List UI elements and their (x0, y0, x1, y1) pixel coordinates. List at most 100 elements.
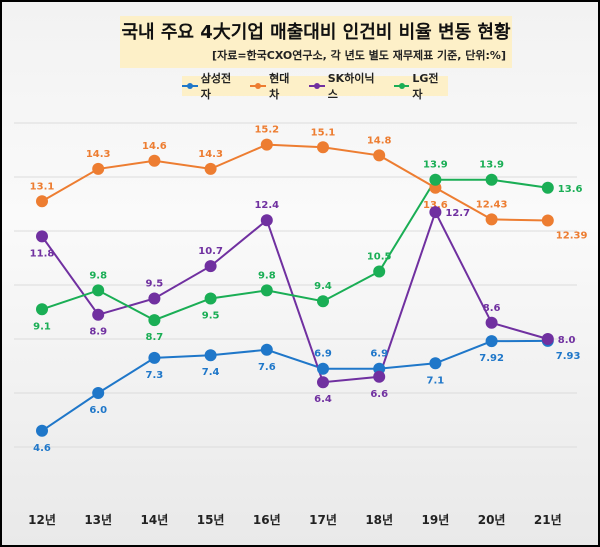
data-point (317, 295, 329, 308)
series-line (41, 143, 548, 222)
data-point (204, 260, 217, 273)
data-label: 9.5 (202, 311, 220, 322)
legend: 삼성전자 현대차 SK하이닉스 LG전자 (182, 72, 448, 101)
data-label: 12.4 (254, 200, 279, 211)
data-label: 15.1 (311, 127, 336, 138)
data-point (260, 138, 273, 151)
series-line (41, 178, 548, 322)
data-label: 6.4 (314, 394, 332, 405)
data-point (92, 284, 105, 297)
data-label: 13.1 (30, 181, 55, 192)
data-point (92, 162, 105, 175)
legend-item: 삼성전자 (182, 70, 240, 102)
x-tick-label: 16년 (253, 513, 281, 527)
data-label: 14.8 (367, 135, 392, 146)
data-label: 8.9 (89, 327, 107, 338)
data-label: 9.4 (314, 281, 332, 292)
data-label: 7.92 (479, 353, 504, 364)
data-label: 11.8 (30, 248, 55, 259)
data-point (317, 362, 329, 375)
data-point (148, 154, 161, 167)
data-label: 13.6 (558, 184, 583, 195)
data-point (92, 308, 105, 321)
data-point (148, 314, 161, 327)
data-point (373, 370, 386, 383)
data-label: 8.7 (146, 332, 164, 343)
legend-item: 현대차 (250, 70, 299, 102)
series-line (41, 209, 549, 384)
legend-marker-icon (393, 83, 410, 89)
data-label: 7.1 (427, 375, 445, 386)
data-point (36, 303, 48, 316)
data-label: 14.3 (86, 149, 111, 160)
data-label: 7.93 (556, 351, 581, 362)
data-label: 9.1 (33, 321, 51, 332)
data-point (485, 213, 498, 226)
data-label: 13.9 (479, 160, 504, 171)
data-label: 13.6 (423, 200, 448, 211)
x-tick-label: 20년 (478, 513, 506, 527)
data-label: 7.6 (258, 362, 276, 373)
data-point (541, 181, 554, 194)
x-tick-label: 14년 (141, 513, 169, 527)
legend-label: 현대차 (269, 72, 290, 101)
data-label: 4.6 (33, 443, 51, 454)
x-tick-label: 18년 (365, 513, 393, 527)
data-label: 8.6 (483, 303, 501, 314)
data-point (204, 349, 217, 362)
data-point (429, 173, 442, 186)
x-tick-label: 19년 (422, 513, 450, 527)
data-point (36, 424, 48, 437)
data-label: 7.4 (202, 367, 220, 378)
data-point (204, 292, 217, 305)
data-label: 6.0 (89, 405, 107, 416)
data-label: 14.3 (198, 149, 223, 160)
data-point (541, 333, 554, 345)
data-point (317, 141, 329, 154)
legend-item: LG전자 (393, 70, 448, 102)
data-point (485, 173, 498, 186)
data-point (36, 230, 48, 243)
data-point (485, 335, 498, 348)
chart-subtitle: [자료=한국CXO연구소, 각 년도 별도 재무제표 기준, 단위:%] (212, 49, 506, 62)
data-label: 9.8 (89, 270, 107, 281)
data-point (36, 195, 48, 208)
legend-marker-icon (309, 83, 325, 89)
data-point (260, 214, 273, 227)
data-label: 9.5 (146, 279, 164, 290)
data-label: 13.9 (423, 160, 448, 171)
legend-label: 삼성전자 (200, 72, 232, 101)
data-label: 10.5 (367, 252, 392, 263)
legend-label: LG전자 (412, 72, 439, 101)
legend-marker-icon (250, 83, 267, 89)
data-point (373, 149, 386, 162)
data-label: 10.7 (198, 246, 223, 257)
legend-item: SK하이닉스 (309, 70, 384, 102)
data-point (92, 387, 105, 399)
legend-marker-icon (182, 83, 198, 89)
data-point (148, 292, 161, 305)
x-tick-label: 17년 (309, 513, 337, 527)
data-label: 6.9 (370, 349, 388, 360)
data-label: 12.43 (476, 199, 508, 210)
data-label: 12.39 (556, 230, 588, 241)
series-line (41, 339, 548, 432)
data-point (373, 265, 386, 278)
data-point (541, 214, 554, 227)
data-label: 6.6 (370, 389, 388, 400)
x-tick-label: 21년 (534, 513, 562, 527)
data-point (429, 357, 442, 370)
data-label: 8.0 (558, 335, 576, 346)
data-point (204, 162, 217, 175)
data-label: 6.9 (314, 349, 332, 360)
chart-title: 국내 주요 4大기업 매출대비 인건비 비율 변동 현황 (121, 22, 511, 43)
x-tick-label: 15년 (197, 513, 225, 527)
data-label: 14.6 (142, 141, 167, 152)
x-tick-label: 12년 (28, 513, 56, 527)
title-box: 국내 주요 4大기업 매출대비 인건비 비율 변동 현황 [자료=한국CXO연구… (120, 16, 512, 68)
data-point (148, 351, 161, 364)
data-label: 7.3 (146, 370, 164, 381)
data-point (260, 343, 273, 356)
